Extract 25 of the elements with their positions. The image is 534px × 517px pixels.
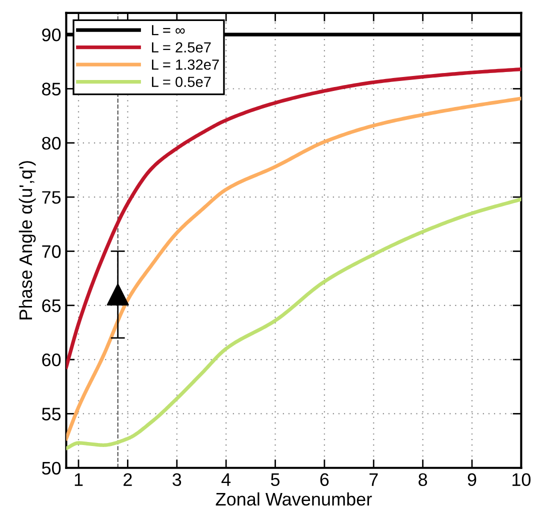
legend-label: L = ∞ (152, 25, 185, 36)
x-tick-label: 4 (221, 473, 231, 486)
x-tick-label: 5 (270, 473, 280, 486)
x-tick-label: 10 (512, 473, 531, 486)
legend-label: L = 1.32e7 (152, 59, 219, 70)
y-tick-label: 50 (42, 462, 61, 475)
y-tick-label: 60 (42, 353, 61, 366)
y-tick-label: 90 (42, 28, 61, 42)
x-tick-label: 9 (468, 473, 476, 486)
x-tick-label: 1 (74, 473, 83, 486)
x-tick-label: 7 (370, 473, 378, 486)
y-tick-label: 65 (42, 299, 61, 312)
x-axis-title: Zonal Wavenumber (216, 492, 372, 506)
y-tick-label: 55 (42, 408, 61, 420)
x-tick-label: 6 (320, 473, 329, 486)
y-tick-label: 80 (42, 136, 61, 150)
legend-label: L = 2.5e7 (152, 42, 211, 53)
x-tick-label: 8 (418, 473, 428, 486)
y-tick-label: 70 (42, 245, 61, 258)
y-tick-label: 85 (42, 82, 61, 96)
legend-label: L = 0.5e7 (152, 76, 211, 88)
x-tick-label: 2 (124, 473, 132, 486)
y-axis-title: Phase Angle α(u',q') (18, 161, 36, 320)
x-tick-label: 3 (172, 473, 182, 486)
y-tick-label: 75 (42, 191, 61, 204)
